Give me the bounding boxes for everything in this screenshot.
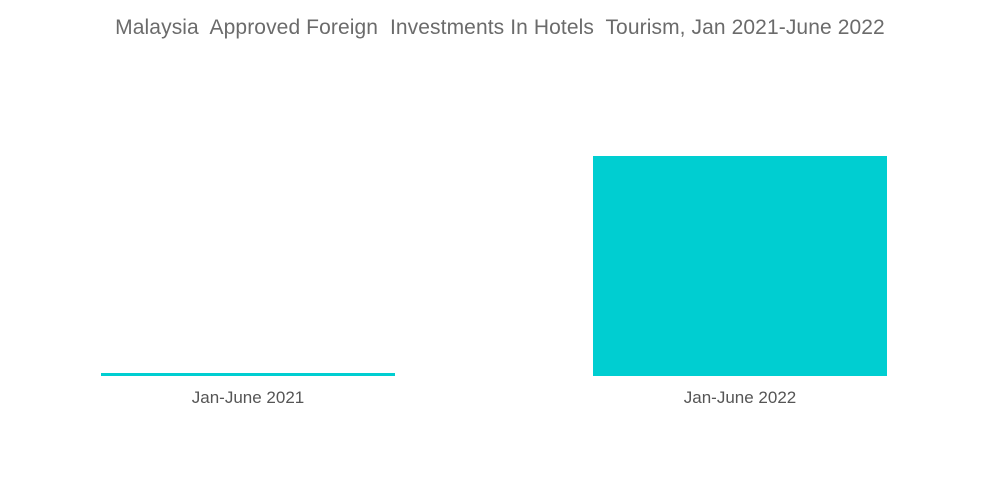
x-tick-label: Jan-June 2022 [684, 388, 796, 407]
chart-title: Malaysia Approved Foreign Investments In… [115, 16, 885, 39]
x-tick-labels: Jan-June 2021 Jan-June 2022 [192, 388, 796, 407]
bar-1 [101, 373, 395, 376]
bars-group [101, 156, 887, 376]
bar-2 [593, 156, 887, 376]
x-tick-label: Jan-June 2021 [192, 388, 304, 407]
